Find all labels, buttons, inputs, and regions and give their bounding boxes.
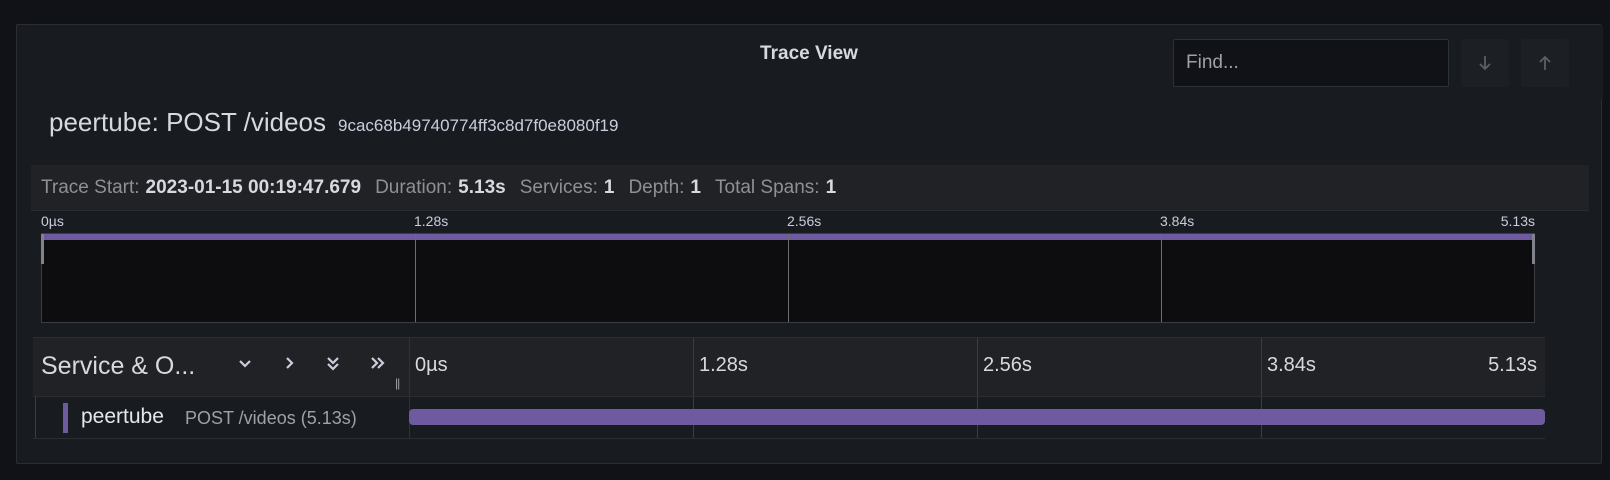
timeline-gridline [1261,338,1262,396]
total-spans-value: 1 [825,176,837,198]
minimap-tick: 0µs [41,213,64,229]
depth-label: Depth: [628,176,685,198]
expand-one-button[interactable] [281,354,297,377]
duration-label: Duration: [375,176,453,198]
double-chevron-down-icon [327,357,339,371]
minimap-gridline [788,234,789,322]
expand-all-button[interactable] [369,354,387,377]
minimap-tick: 2.56s [787,213,822,229]
span-duration-bar[interactable] [409,409,1545,425]
span-operation-name: POST /videos (5.13s) [185,408,357,428]
trace-start-label: Trace Start: [41,176,140,198]
prev-match-button[interactable] [1521,39,1569,87]
trace-start-value: 2023-01-15 00:19:47.679 [145,176,362,198]
trace-header: peertube: POST /videos 9cac68b49740774ff… [49,107,618,138]
timeline-gridline [693,338,694,396]
column-resize-handle[interactable]: || [395,376,400,390]
chevron-right-icon [286,357,294,369]
double-chevron-right-icon [371,357,385,369]
collapse-one-button[interactable] [237,354,253,377]
trace-minimap[interactable] [41,233,1535,323]
trace-id: 9cac68b49740774ff3c8d7f0e8080f19 [338,116,619,135]
tree-guide-line [35,397,36,438]
collapse-all-button[interactable] [325,354,341,377]
span-service-name: peertube [81,405,164,428]
timeline-tick: 5.13s [1488,354,1537,376]
next-match-button[interactable] [1461,39,1509,87]
minimap-tick: 5.13s [1500,213,1535,229]
services-label: Services: [519,176,598,198]
total-spans-label: Total Spans: [715,176,820,198]
trace-meta-bar: Trace Start: 2023-01-15 00:19:47.679 Dur… [31,165,1589,211]
search-input[interactable] [1173,39,1449,87]
minimap-tick: 3.84s [1160,213,1195,229]
timeline-tick: 1.28s [699,354,748,376]
minimap-left-handle[interactable] [41,234,44,264]
chevron-down-icon [239,360,251,368]
services-value: 1 [603,176,615,198]
service-operation-column-label: Service & O... [41,352,196,380]
trace-panel: Trace View peertube: POST /videos 9cac68… [16,24,1603,464]
timeline-tick: 0µs [415,354,448,376]
trace-title: peertube: POST /videos [49,107,327,137]
arrow-down-icon [1479,56,1491,71]
search-bar [1163,25,1603,99]
duration-value: 5.13s [458,176,506,198]
minimap-right-handle[interactable] [1532,234,1535,264]
span-row[interactable]: peertube POST /videos (5.13s) [33,397,1545,439]
depth-value: 1 [690,176,701,198]
timeline-header: Service & O... || 0µs 1.28s 2.56s 3.84s … [33,337,1545,397]
arrow-up-icon [1539,55,1551,70]
column-divider [409,338,410,396]
minimap-tick: 1.28s [414,213,449,229]
timeline-tick: 2.56s [983,354,1032,376]
minimap-ticks: 0µs 1.28s 2.56s 3.84s 5.13s [41,213,1535,231]
timeline-tick: 3.84s [1267,354,1316,376]
service-color-indicator [63,403,68,433]
minimap-gridline [1161,234,1162,322]
panel-title: Trace View [760,43,858,64]
minimap-gridline [415,234,416,322]
timeline-gridline [977,338,978,396]
